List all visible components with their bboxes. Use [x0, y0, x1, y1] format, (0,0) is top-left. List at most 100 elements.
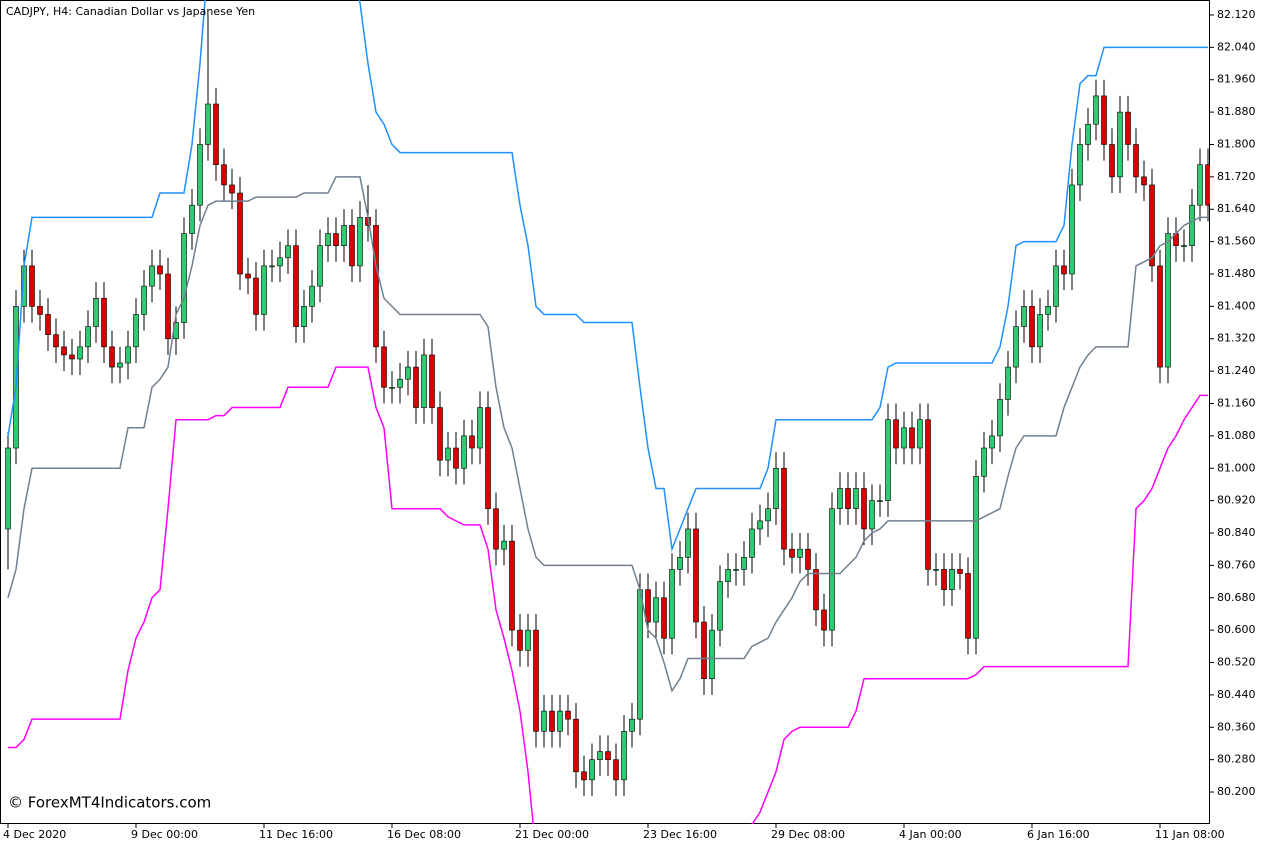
candle-body: [629, 718, 635, 732]
candle-body: [605, 751, 611, 760]
y-tick-label: 81.640: [1217, 202, 1256, 215]
candle-body: [397, 378, 403, 388]
candle-body: [453, 447, 459, 469]
candle-body: [93, 297, 99, 327]
x-tick-label: 6 Jan 16:00: [1027, 828, 1090, 841]
candle-body: [541, 710, 547, 732]
candle-body: [637, 589, 643, 720]
candle-body: [973, 476, 979, 639]
candle-body: [517, 629, 523, 651]
candle-body: [773, 467, 779, 510]
y-tick-label: 81.240: [1217, 364, 1256, 377]
candle-body: [877, 500, 883, 502]
y-tick-label: 81.000: [1217, 461, 1256, 474]
candle-body: [29, 265, 35, 307]
candle-body: [765, 508, 771, 522]
candle-body: [821, 609, 827, 631]
band-line: [7, 176, 1208, 693]
candle-body: [421, 354, 427, 408]
band-line: [7, 0, 1208, 553]
candle-body: [37, 306, 43, 315]
candle-body: [749, 528, 755, 558]
candle-body: [845, 488, 851, 510]
candle-body: [645, 589, 651, 623]
y-tick-label: 81.800: [1217, 137, 1256, 150]
candle-body: [165, 273, 171, 340]
x-tick-label: 9 Dec 00:00: [131, 828, 198, 841]
candle-body: [61, 346, 67, 356]
candle-body: [917, 419, 923, 449]
candle-body: [5, 447, 11, 530]
candle-body: [1013, 326, 1019, 368]
candle-body: [1053, 265, 1059, 307]
y-tick-label: 80.920: [1217, 494, 1256, 507]
candle-body: [709, 629, 715, 680]
candle-body: [1069, 184, 1075, 275]
candle-body: [613, 759, 619, 781]
candle-body: [669, 569, 675, 639]
candle-body: [981, 447, 987, 477]
candle-body: [181, 233, 187, 323]
candle-body: [1157, 265, 1163, 368]
candle-body: [389, 387, 395, 389]
candle-body: [805, 548, 811, 570]
candle-body: [701, 621, 707, 680]
candle-body: [237, 192, 243, 275]
y-tick-label: 81.880: [1217, 105, 1256, 118]
candle-body: [853, 488, 859, 510]
candle-body: [957, 569, 963, 574]
candle-body: [53, 334, 59, 348]
candle-body: [189, 204, 195, 234]
candle-body: [309, 285, 315, 307]
candle-body: [925, 419, 931, 570]
candle-body: [325, 233, 331, 246]
candle-body: [317, 245, 323, 287]
candle-body: [1093, 95, 1099, 125]
y-tick-label: 80.200: [1217, 785, 1256, 798]
candle-body: [589, 759, 595, 781]
candle-body: [597, 751, 603, 760]
candle-body: [205, 103, 211, 145]
candle-body: [341, 225, 347, 246]
x-tick-label: 16 Dec 08:00: [387, 828, 461, 841]
y-tick-label: 80.760: [1217, 558, 1256, 571]
candle-body: [933, 569, 939, 571]
candle-body: [85, 326, 91, 348]
candle-body: [477, 407, 483, 449]
candle-body: [525, 629, 531, 651]
candle-body: [157, 265, 163, 275]
candle-body: [549, 710, 555, 732]
candle-body: [349, 225, 355, 267]
candle-body: [437, 407, 443, 461]
candle-body: [293, 245, 299, 327]
candle-body: [989, 435, 995, 449]
y-tick-label: 81.400: [1217, 299, 1256, 312]
candle-body: [1133, 144, 1139, 178]
candle-body: [109, 346, 115, 368]
plot-frame: [0, 0, 1210, 824]
x-tick-label: 21 Dec 00:00: [515, 828, 589, 841]
candle-body: [1165, 233, 1171, 368]
candle-body: [725, 569, 731, 582]
y-tick-label: 81.720: [1217, 170, 1256, 183]
candle-body: [1101, 95, 1107, 145]
candle-body: [1077, 144, 1083, 186]
candle-body: [757, 520, 763, 530]
plot-area: [5, 0, 1210, 824]
candle-body: [125, 346, 131, 364]
candle-body: [1045, 306, 1051, 315]
candle-body: [213, 103, 219, 166]
candle-body: [1061, 265, 1067, 275]
candle-body: [533, 629, 539, 732]
y-tick-label: 80.360: [1217, 720, 1256, 733]
candle-body: [1037, 314, 1043, 348]
candle-body: [333, 233, 339, 246]
candle-body: [733, 569, 739, 571]
candle-body: [717, 581, 723, 631]
x-tick-label: 4 Dec 2020: [3, 828, 66, 841]
candle-body: [941, 569, 947, 590]
candle-body: [1149, 184, 1155, 267]
y-tick-label: 80.520: [1217, 656, 1256, 669]
candle-body: [1197, 164, 1203, 206]
band-line: [8, 366, 1208, 824]
